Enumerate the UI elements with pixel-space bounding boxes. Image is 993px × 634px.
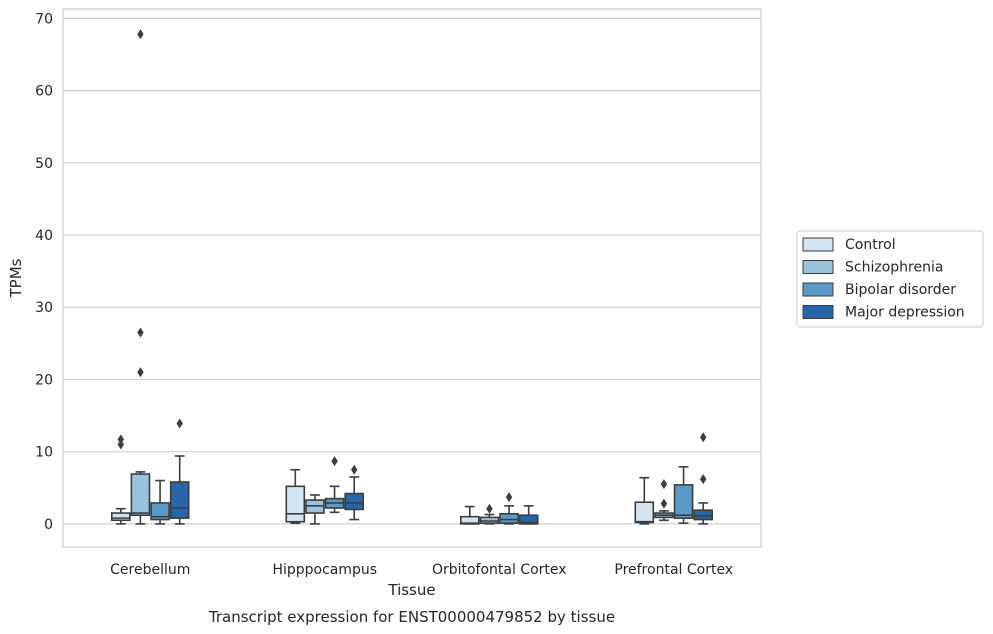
box-body	[518, 514, 539, 525]
series-group	[169, 418, 714, 525]
y-tick-label: 40	[35, 228, 53, 244]
plot-frame	[62, 8, 762, 548]
y-axis-title: TPMs	[7, 258, 25, 298]
box-body	[285, 485, 306, 523]
box-body	[673, 484, 694, 519]
box-body	[169, 481, 190, 519]
outlier-point	[137, 367, 144, 378]
outlier-point	[660, 498, 668, 509]
x-axis-title: Tissue	[387, 581, 435, 599]
x-tick-labels: Cerebellum Hipppocampus Orbitofontal Corte…	[110, 562, 733, 578]
box-body	[693, 509, 714, 521]
outlier-point	[137, 29, 144, 40]
x-tick-label: Hipppocampus	[272, 562, 377, 578]
series-group	[130, 29, 674, 525]
y-tick-label: 60	[35, 84, 53, 100]
legend-label: Control	[845, 237, 896, 253]
outlier-point	[117, 434, 125, 445]
outlier-point	[505, 492, 513, 503]
legend-swatch	[802, 237, 834, 252]
legend-label: Schizophrenia	[845, 260, 943, 276]
legend-frame	[796, 230, 984, 328]
legend-swatch	[802, 260, 834, 274]
legend: Control Schizophrenia Bipolar disorder Majo…	[796, 230, 984, 328]
box-body	[499, 512, 519, 524]
box-body	[150, 502, 170, 521]
legend-label: Major depression	[845, 305, 965, 321]
x-tick-label: Prefrontal Cortex	[614, 562, 733, 578]
boxes-layer	[110, 29, 714, 525]
outlier-point	[350, 464, 358, 475]
series-group	[110, 434, 655, 525]
outlier-point	[699, 474, 707, 485]
outlier-point	[117, 439, 125, 450]
y-tick-label: 10	[35, 445, 53, 461]
y-tick-label: 50	[35, 156, 53, 172]
y-tick-label: 30	[35, 300, 53, 316]
outlier-point	[331, 456, 338, 467]
grid-layer	[63, 17, 761, 525]
legend-label: Bipolar disorder	[845, 282, 956, 298]
outlier-point	[137, 327, 144, 338]
outlier-point	[660, 479, 668, 490]
legend-swatch	[802, 282, 834, 297]
box-body	[634, 501, 655, 524]
box-body	[344, 492, 365, 511]
outlier-point	[699, 432, 707, 443]
y-tick-label: 0	[44, 517, 53, 533]
outlier-point	[486, 503, 493, 514]
box-body	[110, 512, 131, 522]
legend-swatch	[802, 305, 834, 319]
x-tick-label: Cerebellum	[110, 562, 190, 578]
box-body	[130, 473, 151, 517]
series-group	[150, 456, 694, 525]
y-tick-label: 20	[35, 372, 53, 388]
outlier-point	[176, 418, 183, 429]
x-tick-label: Orbitofontal Cortex	[432, 562, 567, 578]
y-tick-labels: 0 10 20 30 40 50 60 70	[35, 11, 53, 533]
chart-title: Transcript expression for ENST0000047985…	[208, 608, 615, 626]
legend-items: Control Schizophrenia Bipolar disorder Majo…	[802, 237, 965, 321]
y-tick-label: 70	[35, 11, 53, 27]
